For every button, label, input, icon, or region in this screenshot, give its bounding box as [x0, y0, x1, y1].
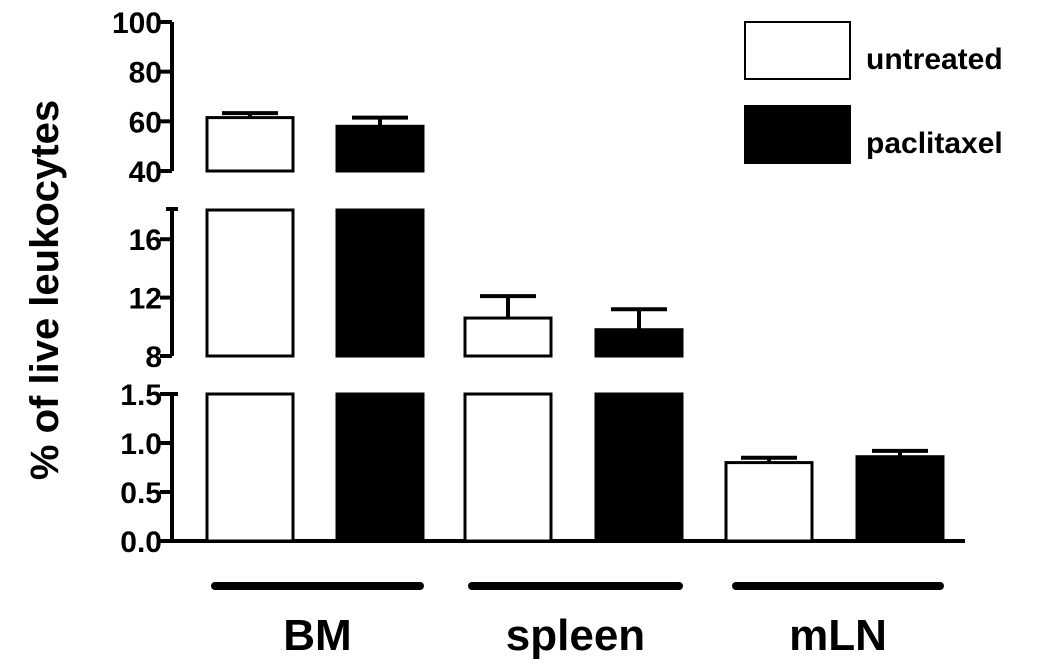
bar-untreated-spleen: [463, 316, 553, 358]
y-ticks: 0.0 0.5 1.0 1.5 8 12 16 40 60 80 100: [112, 7, 172, 559]
legend-label-paclitaxel: paclitaxel: [866, 127, 1003, 160]
y-tick-label: 100: [112, 7, 162, 40]
legend-label-untreated: untreated: [866, 43, 1003, 76]
legend-swatch-untreated: [744, 21, 851, 80]
y-tick-label: 8: [145, 341, 162, 374]
y-tick-label: 0.0: [120, 526, 162, 559]
y-tick-label: 80: [129, 57, 162, 90]
bar-untreated-BM: [205, 208, 295, 358]
y-tick-label: 12: [129, 283, 162, 316]
bars: [205, 111, 945, 543]
bar-untreated-BM: [205, 116, 295, 173]
legend-swatch-paclitaxel: [744, 105, 851, 164]
legend: untreated paclitaxel: [744, 21, 1003, 164]
axes: [166, 22, 965, 543]
categories: BM spleen mLN: [211, 582, 944, 660]
bar-paclitaxel-spleen: [594, 328, 684, 358]
y-axis-label: % of live leukocytes: [23, 100, 67, 480]
bar-paclitaxel-BM: [335, 124, 425, 173]
bar-paclitaxel-BM: [335, 208, 425, 358]
bar-untreated-mLN: [724, 461, 814, 543]
y-tick-label: 16: [129, 224, 162, 257]
y-tick-label: 0.5: [120, 477, 162, 510]
bar-untreated-BM: [205, 392, 295, 543]
category-label-BM: BM: [283, 611, 351, 660]
y-tick-label: 1.0: [120, 428, 162, 461]
bar-paclitaxel-spleen: [594, 392, 684, 543]
category-label-spleen: spleen: [506, 611, 645, 660]
category-label-mLN: mLN: [789, 611, 887, 660]
bar-paclitaxel-mLN: [855, 455, 945, 543]
bar-paclitaxel-BM: [335, 392, 425, 543]
bar-untreated-spleen: [463, 392, 553, 543]
y-tick-label: 40: [129, 156, 162, 189]
y-tick-label: 60: [129, 106, 162, 139]
y-tick-label: 1.5: [120, 379, 162, 412]
